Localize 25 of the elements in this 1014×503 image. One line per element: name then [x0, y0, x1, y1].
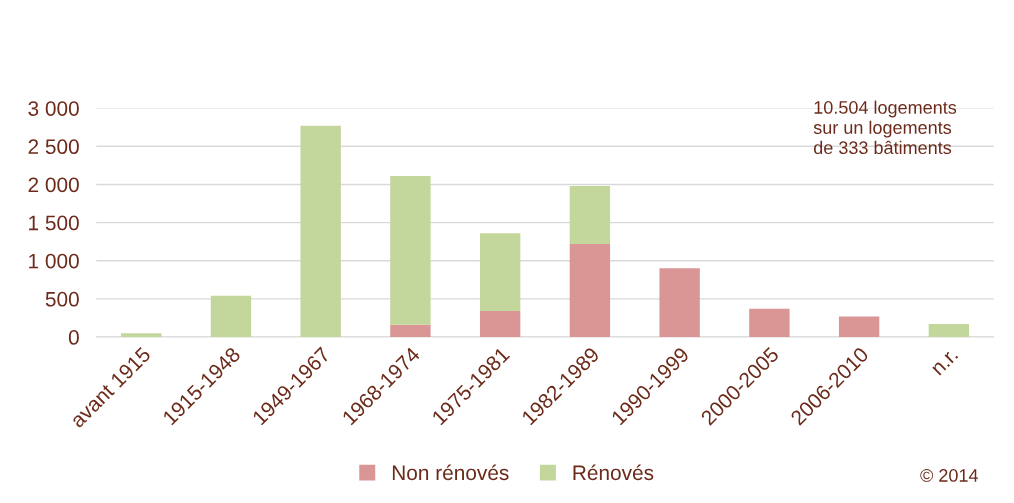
bar	[300, 125, 341, 338]
bar	[749, 308, 790, 338]
y-tick-label: 3 000	[28, 101, 79, 116]
legend-label: Non rénovés	[392, 464, 509, 481]
bar	[390, 176, 431, 325]
legend-label: Rénovés	[573, 464, 654, 481]
y-tick-label: 500	[45, 291, 79, 307]
bar	[569, 243, 611, 338]
y-tick-label: 2 000	[28, 177, 79, 193]
bar	[659, 268, 700, 338]
bar	[210, 295, 252, 338]
text: © 2014	[920, 469, 978, 482]
annotation: 10.504 logements sur un logements de 333 bâtiments	[813, 100, 957, 155]
y-tick-label: 2 500	[28, 139, 79, 155]
bar	[479, 233, 521, 312]
bar	[390, 324, 431, 338]
y-tick-label: 1 500	[29, 215, 79, 231]
y-tick-label: 1 000	[29, 253, 79, 269]
bar	[928, 324, 970, 338]
bar	[569, 185, 611, 244]
y-tick-label: 0	[68, 330, 79, 345]
bar	[121, 333, 162, 338]
x-tick-label: n.r.	[932, 349, 959, 376]
bar	[479, 311, 521, 338]
bar	[838, 316, 880, 338]
